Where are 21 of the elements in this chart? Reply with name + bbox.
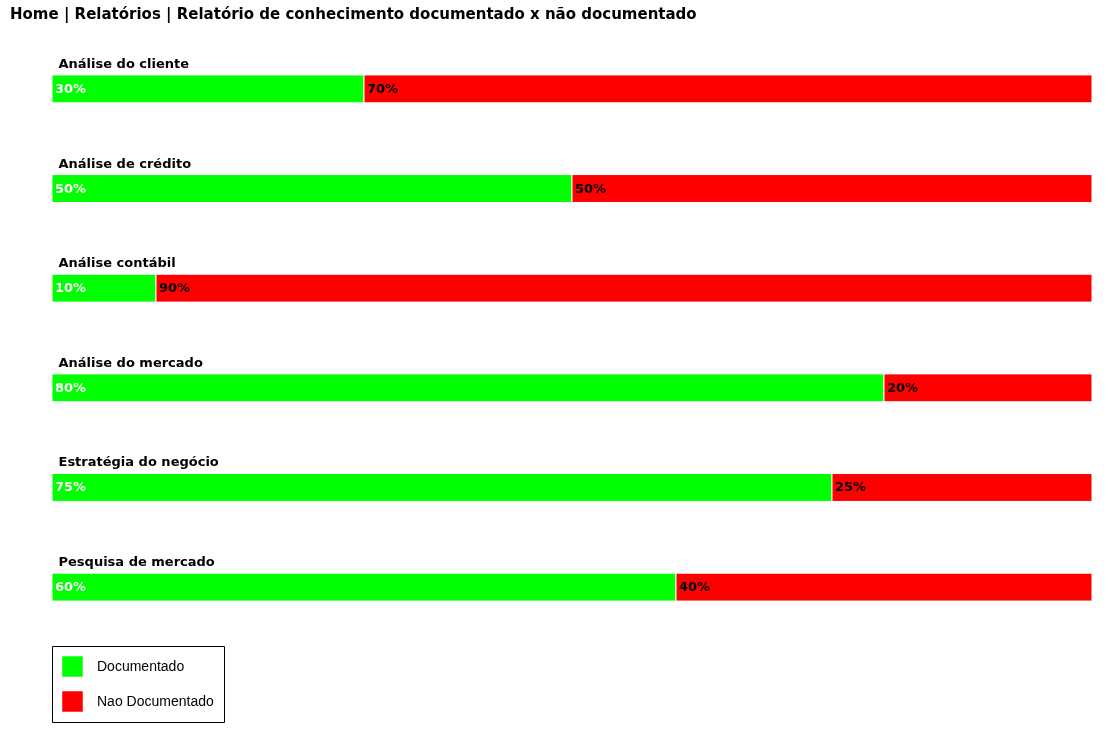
data-label: 50% — [55, 180, 87, 196]
y-tick-label: Análise contábil — [58, 255, 176, 271]
data-label: 80% — [55, 379, 87, 395]
data-label: 70% — [367, 80, 399, 96]
legend-label: Nao Documentado — [97, 692, 214, 709]
y-tick-label: Estratégia do negócio — [58, 454, 219, 470]
data-label: 75% — [55, 479, 87, 495]
data-label: 90% — [159, 280, 191, 296]
y-tick-label: Análise de crédito — [58, 155, 192, 171]
data-label: 60% — [55, 579, 87, 595]
y-tick-label: Análise do mercado — [58, 354, 203, 370]
y-tick-label: Análise do cliente — [58, 55, 190, 71]
data-label: 25% — [835, 479, 867, 495]
data-label: 50% — [575, 180, 607, 196]
data-label: 20% — [887, 379, 919, 395]
chart-title: Home | Relatórios | Relatório de conhecimento documentado x não documentado — [10, 5, 697, 24]
y-tick-label: Pesquisa de mercado — [58, 554, 215, 570]
legend-label: Documentado — [97, 657, 185, 674]
data-label: 30% — [55, 80, 87, 96]
data-label: 40% — [679, 579, 711, 595]
data-label: 10% — [55, 280, 87, 296]
